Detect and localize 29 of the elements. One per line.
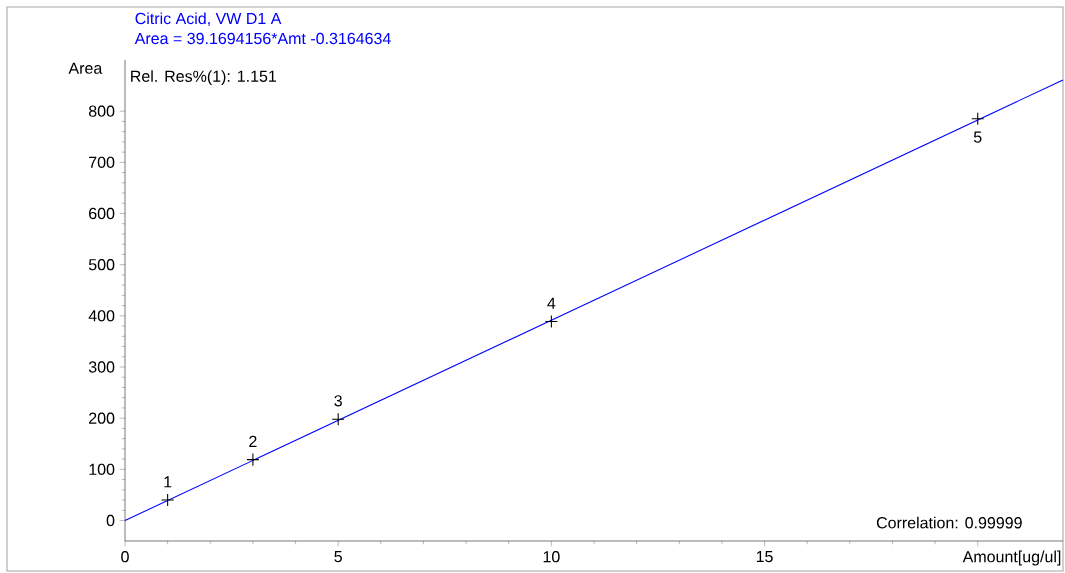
chart-subtitle: Area = 39.1694156*Amt -0.3164634 bbox=[134, 32, 391, 45]
x-tick-label: 15 bbox=[756, 551, 773, 563]
y-tick-label: 500 bbox=[88, 259, 115, 271]
y-tick-label: 200 bbox=[89, 412, 115, 424]
point bbox=[971, 112, 985, 126]
y-tick-label: 600 bbox=[89, 207, 115, 220]
y-tick-label: 400 bbox=[88, 310, 115, 322]
x-tick-label: 0 bbox=[121, 551, 129, 563]
point bbox=[544, 314, 558, 329]
annotation: 4 bbox=[547, 297, 556, 309]
annotation: 5 bbox=[973, 131, 982, 143]
y-axis-title: Area bbox=[68, 62, 103, 74]
annotation: 3 bbox=[334, 395, 342, 407]
x-tick-label: 10 bbox=[543, 551, 560, 563]
x-axis-title: Amount[ug/ul] bbox=[962, 550, 1061, 566]
y-tick-label: 800 bbox=[88, 105, 115, 117]
point bbox=[161, 493, 175, 507]
annotation: Rel. Res%(1): 1.151 bbox=[131, 70, 277, 86]
annotation: 2 bbox=[249, 435, 257, 447]
annotation: Correlation: 0.99999 bbox=[876, 516, 1022, 529]
x-tick-label: 5 bbox=[334, 551, 342, 563]
annotation: 1 bbox=[164, 476, 172, 488]
chart-title: Citric Acid, VW D1 A bbox=[135, 12, 282, 27]
point bbox=[246, 453, 260, 467]
point bbox=[331, 412, 345, 426]
y-tick-label: 0 bbox=[106, 514, 115, 527]
y-tick-label: 300 bbox=[88, 361, 115, 373]
y-tick-label: 100 bbox=[89, 463, 115, 475]
y-tick-label: 700 bbox=[89, 156, 115, 168]
